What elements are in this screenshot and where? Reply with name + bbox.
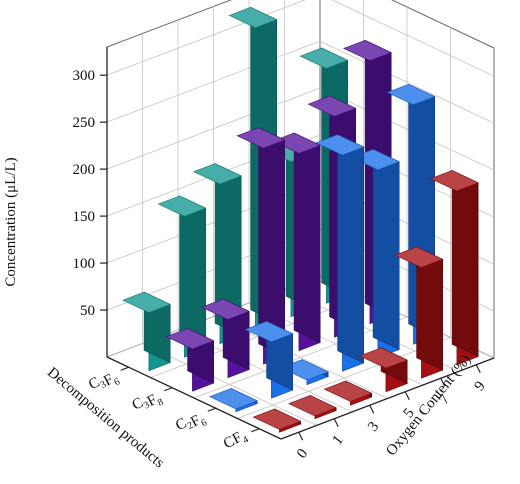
bar-face-top	[359, 347, 408, 369]
y-category-label-2: C2F6	[173, 407, 209, 441]
bar-face-side	[258, 127, 286, 357]
bar-face-top	[193, 163, 242, 185]
bar-face-top	[122, 291, 171, 313]
x-tick-label-2: 3	[365, 419, 382, 435]
y-category-label-1: C3F8	[130, 386, 166, 420]
z-tick-label-0: 50	[80, 303, 95, 319]
bar-face-top	[307, 95, 357, 117]
z-tick-label-1: 100	[73, 256, 96, 272]
x-tick-mark-0	[298, 431, 304, 441]
bar-face-top	[165, 328, 215, 350]
bar-face-top	[201, 298, 250, 320]
bar-face-side	[451, 170, 479, 358]
bar-1-2	[236, 127, 286, 365]
bar-face-top	[157, 195, 207, 217]
bar-1-0	[165, 328, 215, 392]
bar-3-1	[288, 395, 337, 420]
bar-face-top	[236, 127, 286, 149]
bar-2-3	[315, 134, 365, 372]
grid-floor-y-1	[237, 337, 451, 419]
x-tick-mark-2	[369, 404, 375, 414]
x-tick-mark-1	[333, 418, 339, 428]
grid-floor-y-3	[150, 296, 364, 378]
x-tick-mark-5	[475, 364, 481, 374]
z-axis-title: Concentration (μL/L)	[3, 157, 19, 286]
z-tick-label-5: 300	[73, 68, 96, 84]
bar-face-top	[209, 388, 258, 410]
bar-face-top	[252, 408, 302, 430]
z-tick-label-2: 150	[73, 209, 96, 225]
bar-face-side	[372, 148, 400, 351]
y-category-label-0: C3F6	[86, 366, 122, 400]
z-tick-label-4: 250	[73, 115, 96, 131]
y-tick-mark-0	[120, 366, 129, 371]
bar-face-side	[337, 134, 365, 364]
bar-0-1	[157, 195, 207, 358]
bar-3-4	[394, 246, 444, 379]
bar-1-1	[201, 298, 250, 379]
bar-face-top	[386, 83, 436, 106]
bar-face-top	[228, 6, 278, 29]
grid-floor-y-2	[193, 316, 408, 399]
axis-layer	[100, 47, 495, 441]
x-axis-line	[280, 357, 495, 440]
bar-face-side	[179, 195, 206, 350]
bars-layer	[122, 6, 479, 433]
x-tick-mark-3	[404, 391, 410, 401]
bar-face-top	[343, 39, 392, 62]
bar-3-0	[252, 408, 302, 433]
x-tick-mark-4	[440, 377, 446, 387]
bar-1-3	[272, 132, 321, 352]
x-tick-label-5: 9	[471, 378, 488, 394]
y-axis-line	[106, 356, 282, 440]
bar-2-1	[244, 320, 294, 399]
x-tick-label-0: 0	[294, 446, 311, 462]
bar-face-top	[323, 380, 373, 402]
bar-3-5	[430, 170, 479, 366]
bar-face-top	[288, 395, 337, 417]
bar-face-top	[244, 321, 294, 343]
bar-face-top	[315, 134, 365, 156]
bar-2-4	[351, 148, 400, 359]
y-tick-mark-3	[251, 428, 260, 433]
y-tick-mark-2	[207, 407, 216, 412]
bar-face-top	[299, 47, 349, 69]
y-tick-mark-1	[164, 387, 173, 392]
bar-face-side	[293, 132, 321, 344]
z-tick-label-3: 200	[73, 162, 96, 178]
bar-0-0	[122, 291, 171, 372]
bar-3-3	[359, 347, 408, 393]
bar-face-top	[430, 170, 479, 192]
y-category-label-3: CF4	[221, 427, 251, 455]
bar-2-0	[209, 388, 258, 413]
x-tick-label-1: 1	[329, 432, 346, 448]
bar-3-2	[323, 380, 373, 406]
bar-face-top	[394, 246, 444, 268]
